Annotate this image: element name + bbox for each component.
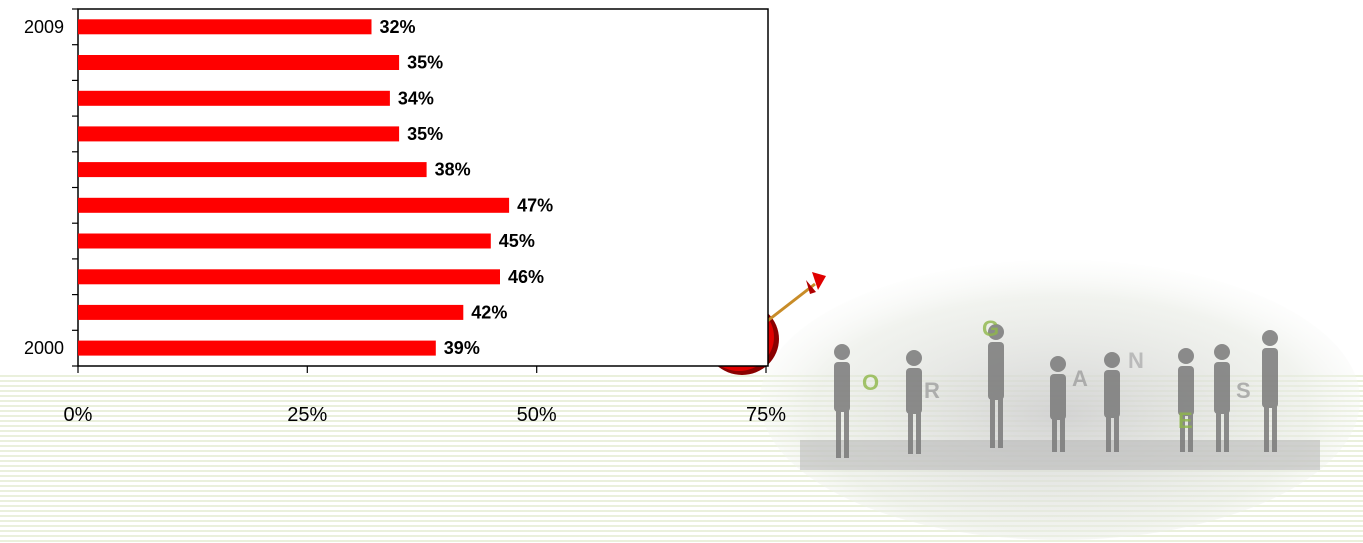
- bar: [78, 340, 436, 356]
- bar: [78, 162, 427, 178]
- data-label: 47%: [517, 195, 553, 215]
- data-label: 38%: [435, 160, 471, 180]
- x-tick-label: 0%: [64, 404, 93, 426]
- data-label: 35%: [407, 53, 443, 73]
- x-tick-label: 75%: [746, 404, 786, 426]
- y-axis: 2000 2009: [24, 8, 78, 367]
- svg-text:R: R: [924, 378, 940, 403]
- data-label: 39%: [444, 338, 480, 358]
- data-label: 34%: [398, 88, 434, 108]
- data-label: 35%: [407, 124, 443, 144]
- svg-text:E: E: [1178, 408, 1193, 433]
- x-axis: 0% 25% 50% 75%: [64, 366, 786, 426]
- x-tick-label: 25%: [287, 404, 327, 426]
- bar: [78, 304, 464, 320]
- svg-text:G: G: [982, 316, 999, 341]
- data-label: 32%: [380, 17, 416, 37]
- bar: [78, 233, 491, 249]
- bar: [78, 90, 390, 106]
- bar: [78, 269, 500, 285]
- people-holding-letters-image: O R G A N E S: [760, 260, 1360, 540]
- svg-text:N: N: [1128, 348, 1144, 373]
- data-label: 46%: [508, 267, 544, 287]
- labels-layer: 39% 42%46% 45% 47% 38% 35% 34% 35% 32%: [380, 17, 554, 358]
- svg-text:O: O: [862, 370, 879, 395]
- bar: [78, 55, 400, 70]
- data-label: 45%: [499, 231, 535, 251]
- svg-text:A: A: [1072, 366, 1088, 391]
- bar: [78, 126, 400, 142]
- bars-layer: [78, 19, 510, 356]
- category-label: 2000: [24, 338, 64, 358]
- category-label: 2009: [24, 17, 64, 37]
- bar: [78, 19, 372, 35]
- data-label: 42%: [471, 302, 507, 322]
- bar: [78, 197, 510, 213]
- svg-text:S: S: [1236, 378, 1251, 403]
- x-tick-label: 50%: [517, 404, 557, 426]
